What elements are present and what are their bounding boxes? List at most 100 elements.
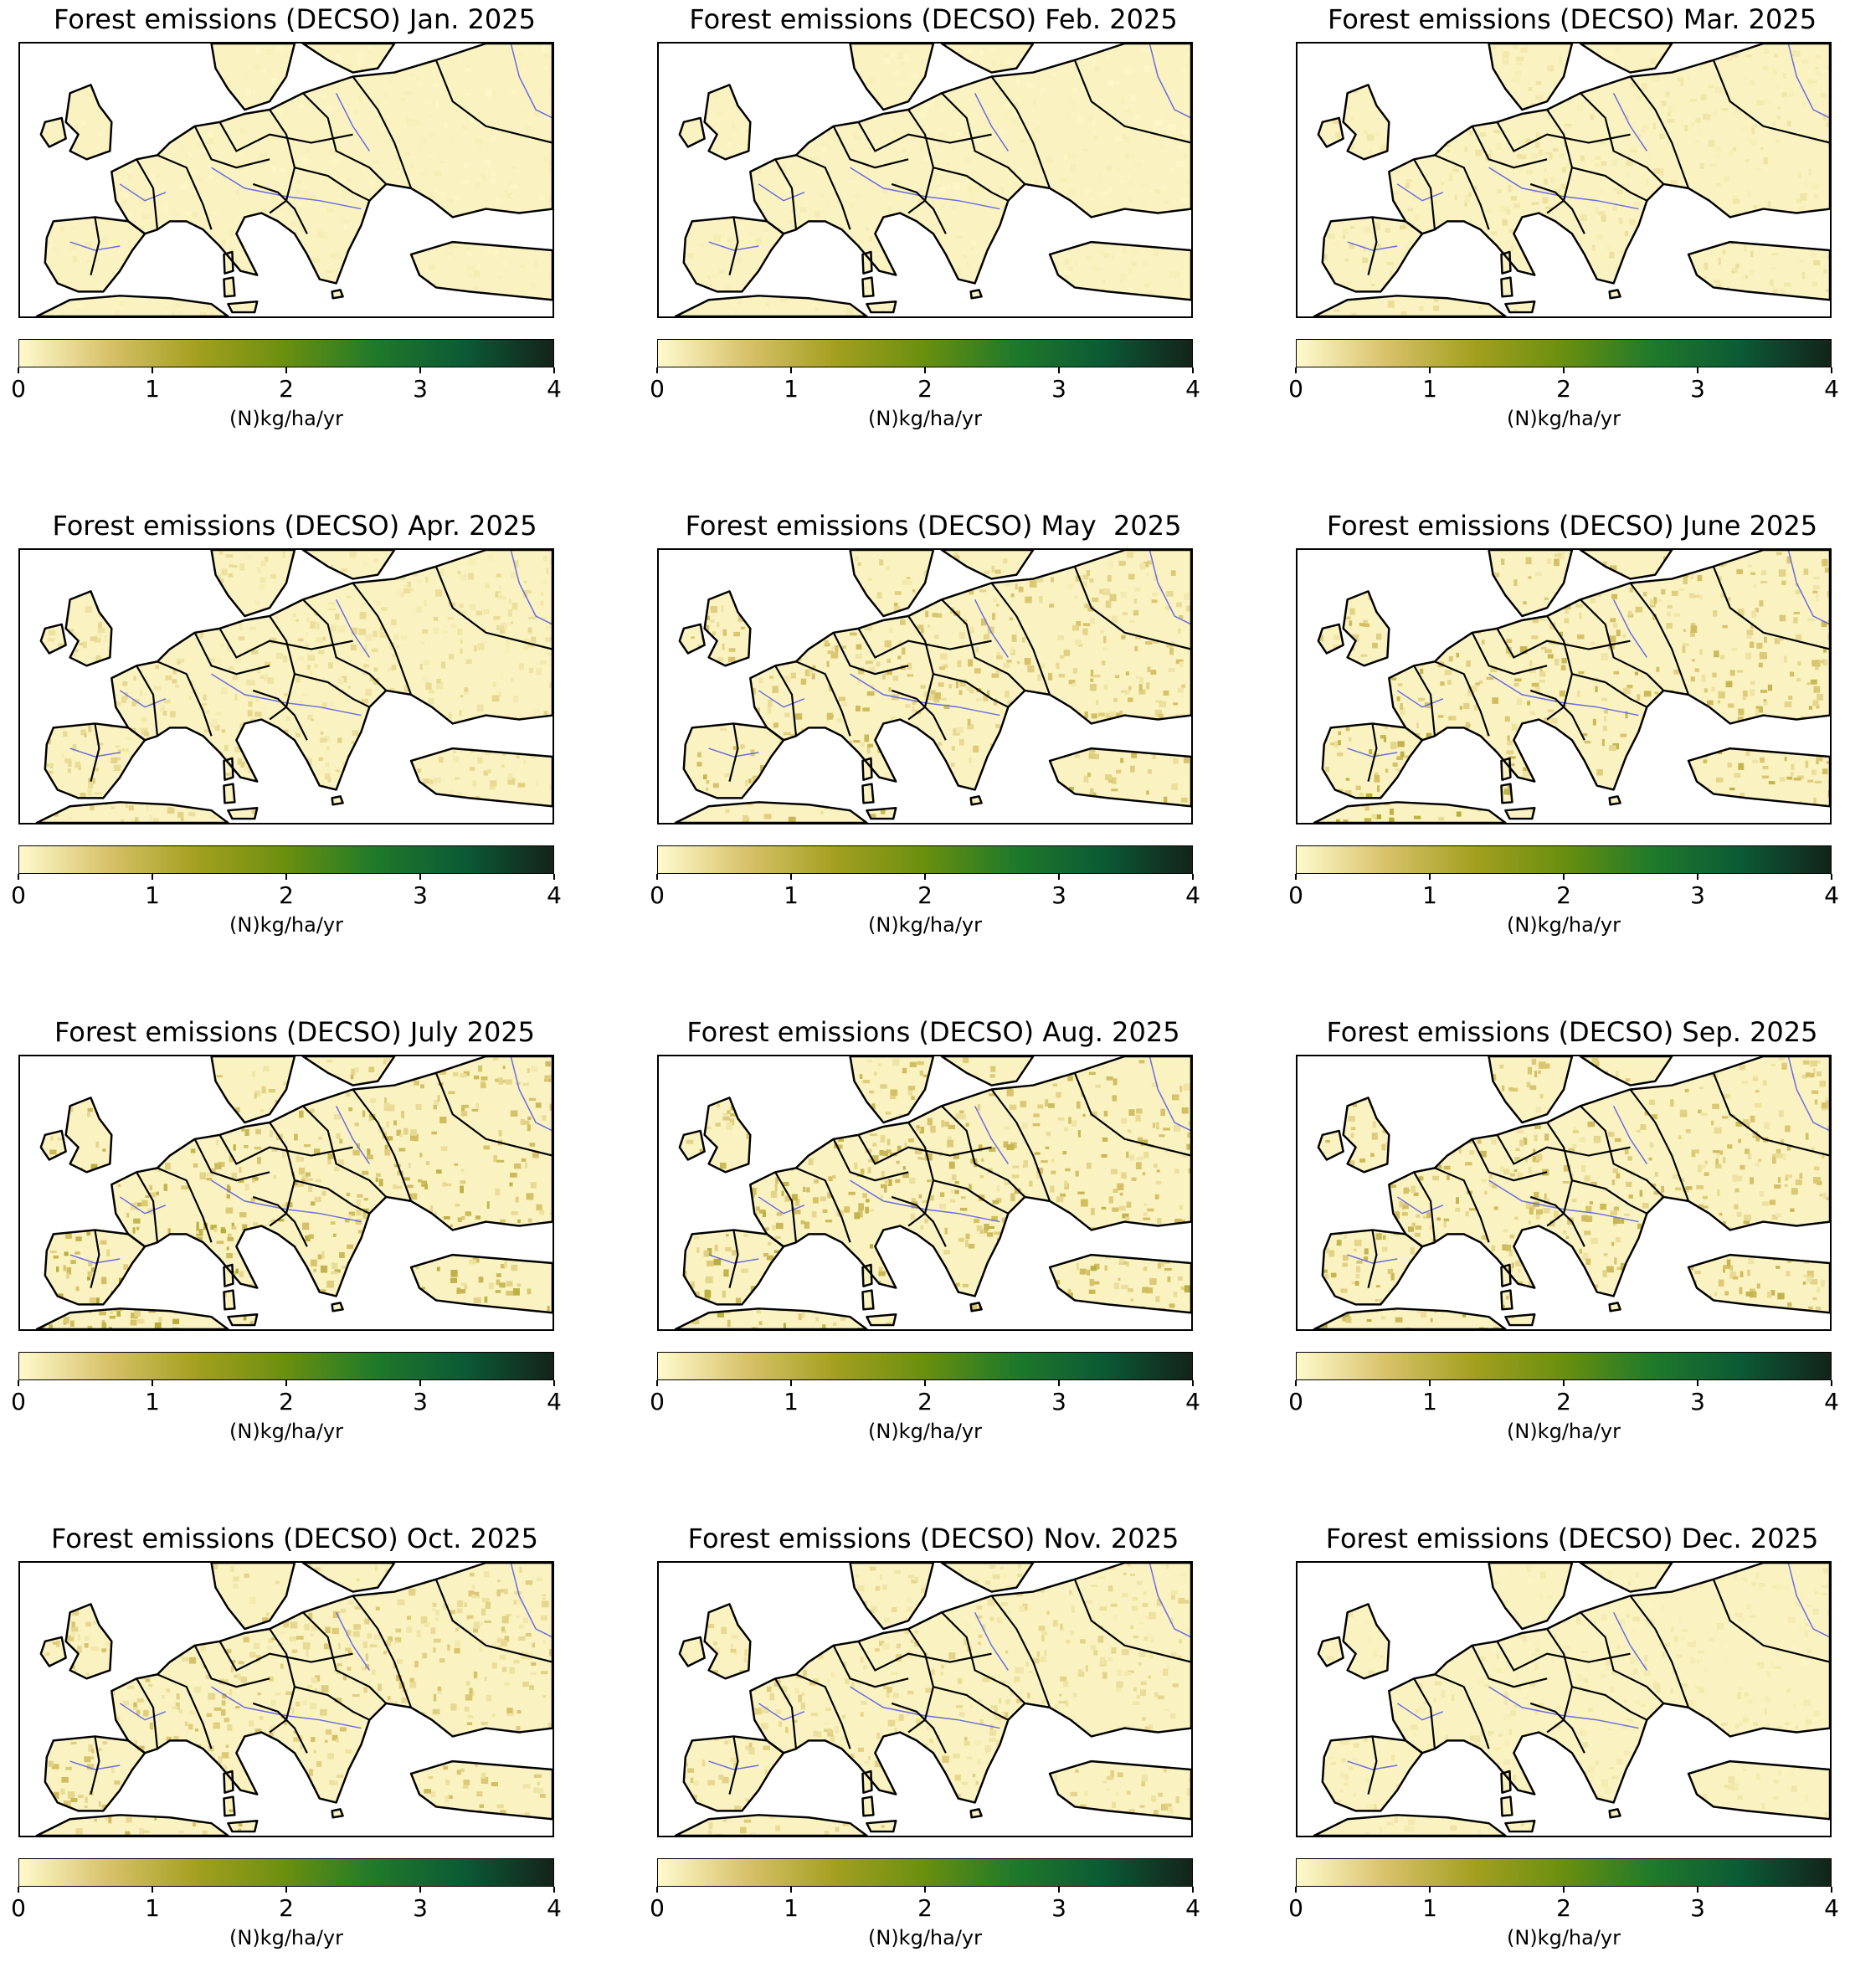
colorbar-tick-label: 0 — [640, 1894, 674, 1922]
emission-map — [657, 1561, 1193, 1837]
colorbar-unit-label: (N)kg/ha/yr — [1296, 913, 1832, 937]
colorbar-tick-mark — [1563, 1887, 1565, 1893]
colorbar-tick-mark — [1429, 1887, 1431, 1893]
colorbar-tick-mark — [285, 874, 287, 880]
land-area — [1314, 295, 1506, 316]
colorbar-tick-label: 4 — [1176, 375, 1210, 403]
europe-map-svg — [1298, 1056, 1830, 1329]
colorbar-tick-mark — [152, 1380, 153, 1386]
colorbar-unit-label: (N)kg/ha/yr — [657, 1420, 1193, 1443]
colorbar-tick-label: 1 — [774, 375, 808, 403]
colorbar — [18, 1352, 554, 1380]
colorbar-tick-mark — [924, 874, 926, 880]
colorbar-tick-label: 1 — [136, 1388, 169, 1415]
colorbar-tick-mark — [553, 367, 555, 373]
land-area — [1580, 1563, 1672, 1592]
europe-map-svg — [20, 550, 552, 823]
colorbar-tick-label: 2 — [1547, 881, 1580, 909]
colorbar-tick-mark — [18, 1887, 19, 1893]
colorbar-tick-label: 0 — [2, 881, 35, 909]
colorbar-unit-label: (N)kg/ha/yr — [18, 407, 554, 430]
colorbar-tick-mark — [419, 367, 421, 373]
colorbar-tick-label: 0 — [640, 1388, 674, 1415]
colorbar-tick-label: 2 — [1547, 1894, 1580, 1922]
colorbar — [1296, 1858, 1832, 1887]
emission-map — [657, 548, 1193, 824]
colorbar-tick-mark — [1563, 367, 1565, 373]
colorbar-tick-mark — [1697, 1887, 1698, 1893]
land-area — [411, 242, 552, 300]
colorbar-tick-label: 1 — [774, 1388, 808, 1415]
land-area — [1314, 802, 1506, 823]
colorbar-tick-label: 4 — [1815, 375, 1848, 403]
colorbar-tick-mark — [285, 1380, 287, 1386]
emission-map — [1296, 548, 1832, 824]
colorbar — [657, 1352, 1193, 1380]
colorbar-tick-mark — [1058, 874, 1060, 880]
colorbar-tick-label: 3 — [403, 881, 437, 909]
colorbar-tick-mark — [419, 1887, 421, 1893]
colorbar-tick-mark — [656, 874, 658, 880]
emission-map — [18, 42, 554, 318]
colorbar-unit-label: (N)kg/ha/yr — [18, 1420, 554, 1443]
colorbar-tick-label: 3 — [403, 1388, 437, 1415]
colorbar-tick-mark — [1697, 1380, 1698, 1386]
colorbar-tick-label: 3 — [1681, 881, 1714, 909]
colorbar-tick-label: 1 — [136, 1894, 169, 1922]
land-area — [942, 1056, 1033, 1086]
map-panel-12: Forest emissions (DECSO) Dec. 2025 (N)kg… — [1296, 1519, 1848, 1988]
colorbar-tick-mark — [924, 1887, 926, 1893]
colorbar-tick-label: 4 — [1815, 881, 1848, 909]
map-panel-1: Forest emissions (DECSO) Jan. 2025 (N)kg… — [18, 0, 571, 469]
emission-map — [18, 1561, 554, 1837]
emission-map — [18, 1055, 554, 1331]
colorbar-tick-mark — [924, 367, 926, 373]
colorbar-tick-label: 3 — [1681, 1894, 1714, 1922]
colorbar-tick-mark — [1831, 1887, 1832, 1893]
panel-title: Forest emissions (DECSO) Nov. 2025 — [657, 1523, 1210, 1554]
colorbar-tick-label: 2 — [270, 375, 303, 403]
colorbar-tick-mark — [1192, 367, 1194, 373]
panel-title: Forest emissions (DECSO) May 2025 — [657, 510, 1210, 542]
colorbar-tick-mark — [1563, 1380, 1565, 1386]
map-panel-5: Forest emissions (DECSO) May 2025 (N)kg/… — [657, 506, 1210, 975]
europe-map-svg — [1298, 550, 1830, 823]
colorbar-tick-mark — [1058, 367, 1060, 373]
colorbar-tick-label: 3 — [1042, 1894, 1076, 1922]
emission-map — [18, 548, 554, 824]
land-area — [303, 1056, 394, 1086]
colorbar-tick-mark — [1429, 874, 1431, 880]
colorbar-tick-mark — [1831, 367, 1832, 373]
colorbar-tick-mark — [419, 874, 421, 880]
colorbar-tick-label: 1 — [774, 881, 808, 909]
land-area — [850, 550, 933, 616]
europe-map-svg — [659, 1563, 1191, 1836]
land-area — [303, 1563, 394, 1592]
colorbar-unit-label: (N)kg/ha/yr — [18, 1926, 554, 1949]
land-area — [1489, 44, 1572, 110]
land-area — [212, 1563, 295, 1629]
colorbar-tick-mark — [790, 367, 792, 373]
colorbar-tick-label: 3 — [1042, 375, 1076, 403]
colorbar — [657, 845, 1193, 874]
colorbar-tick-label: 4 — [537, 1894, 571, 1922]
colorbar-tick-mark — [553, 1887, 555, 1893]
map-panel-4: Forest emissions (DECSO) Apr. 2025 (N)kg… — [18, 506, 571, 975]
map-panel-11: Forest emissions (DECSO) Nov. 2025 (N)kg… — [657, 1519, 1210, 1988]
colorbar-tick-mark — [285, 367, 287, 373]
colorbar-tick-label: 2 — [1547, 375, 1580, 403]
colorbar-tick-label: 3 — [1042, 1388, 1076, 1415]
colorbar-tick-mark — [1831, 874, 1832, 880]
land-area — [37, 1815, 229, 1836]
colorbar-unit-label: (N)kg/ha/yr — [657, 1926, 1193, 1949]
colorbar-tick-label: 0 — [2, 1894, 35, 1922]
colorbar-tick-label: 0 — [640, 375, 674, 403]
land-area — [1050, 748, 1191, 806]
colorbar-tick-mark — [553, 1380, 555, 1386]
colorbar-tick-label: 2 — [1547, 1388, 1580, 1415]
land-area — [1688, 748, 1830, 806]
colorbar-tick-mark — [1831, 1380, 1832, 1386]
europe-map-svg — [659, 1056, 1191, 1329]
colorbar-tick-label: 2 — [270, 881, 303, 909]
panel-title: Forest emissions (DECSO) Apr. 2025 — [18, 510, 571, 542]
